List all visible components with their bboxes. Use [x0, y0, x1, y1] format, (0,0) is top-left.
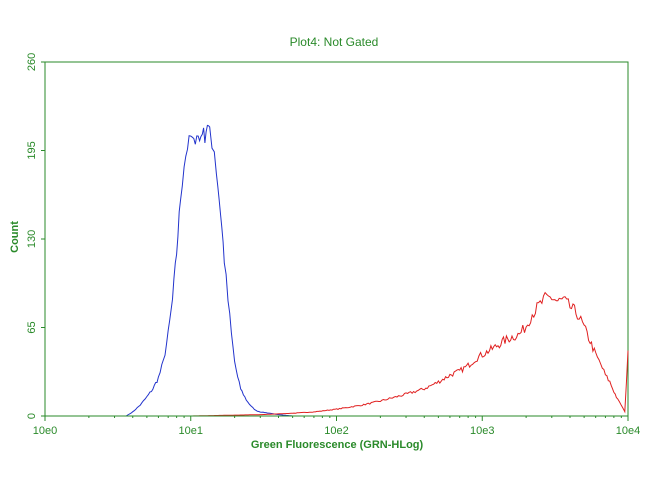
y-tick-label: 130: [26, 230, 38, 248]
x-tick-label: 10e1: [179, 425, 203, 437]
y-tick-label: 195: [26, 141, 38, 159]
plot-frame: [44, 61, 629, 417]
y-tick-label: 65: [26, 321, 38, 333]
x-tick-label: 10e4: [616, 425, 640, 437]
x-axis-label: Green Fluorescence (GRN-HLog): [251, 439, 424, 451]
series-line-2: [45, 291, 629, 417]
y-tick-label: 260: [26, 53, 38, 71]
y-axis-label: Count: [9, 221, 21, 253]
series-layer: [45, 124, 629, 417]
x-axis-ticks: 10e0 10e1 10e2 10e3 10e4: [33, 416, 640, 437]
x-tick-label: 10e0: [33, 425, 57, 437]
x-tick-label: 10e3: [470, 425, 494, 437]
series-line-1: [45, 124, 628, 417]
chart-title: Plot4: Not Gated: [290, 35, 379, 49]
y-tick-label: 0: [26, 413, 38, 419]
y-axis-ticks: 0 65 130 195 260: [26, 53, 45, 419]
x-tick-label: 10e2: [324, 425, 348, 437]
